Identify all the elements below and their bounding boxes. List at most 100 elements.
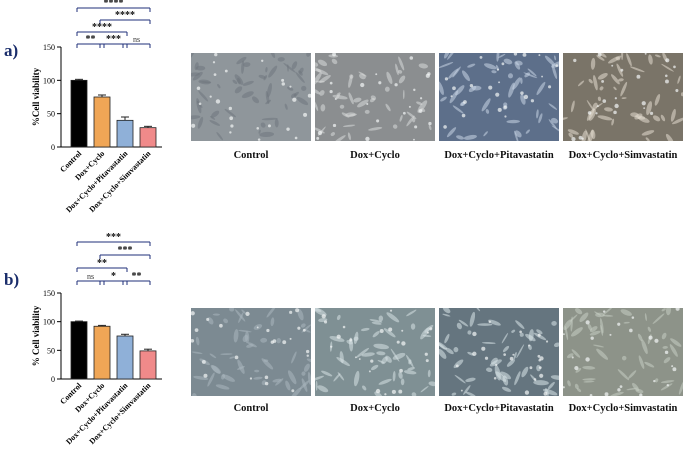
cell-highlight (306, 354, 309, 357)
cell-shape (265, 91, 270, 105)
cell-shape (621, 355, 627, 361)
cell-shape (353, 370, 360, 387)
cell-highlight (329, 81, 333, 85)
cell-highlight (617, 322, 621, 326)
cell-shape (197, 116, 204, 129)
cell-shape (317, 385, 329, 393)
cell-highlight (329, 89, 333, 94)
cell-shape (420, 385, 429, 393)
cell-shape (641, 339, 648, 355)
cell-shape (301, 85, 307, 91)
cell-shape (536, 329, 543, 335)
cell-shape (590, 57, 596, 70)
cell-shape (569, 314, 578, 322)
cell-highlight (398, 389, 403, 394)
cell-highlight (620, 68, 624, 72)
cell-shape (315, 100, 319, 111)
significance-label: * (111, 271, 116, 282)
y-tick-label: 100 (43, 76, 55, 85)
cell-highlight (429, 327, 433, 331)
cell-shape (677, 75, 681, 84)
cell-shape (454, 374, 466, 384)
cell-highlight (644, 53, 647, 55)
micrograph-texture (315, 308, 435, 396)
cell-shape (192, 71, 203, 81)
cell-shape (603, 308, 614, 315)
cell-highlight (418, 109, 423, 113)
cell-highlight (497, 107, 502, 112)
cell-highlight (513, 53, 518, 56)
cell-highlight (665, 58, 670, 63)
cell-shape (371, 321, 382, 325)
y-tick-label: 0 (51, 375, 55, 384)
cell-highlight (229, 131, 232, 134)
panel-letter-a: a) (4, 41, 19, 60)
cell-highlight (303, 112, 308, 117)
cell-highlight (538, 366, 542, 370)
cell-shape (645, 137, 650, 141)
cell-shape (520, 77, 523, 84)
cell-highlight (370, 359, 374, 363)
cell-shape (403, 370, 417, 375)
cell-highlight (228, 106, 233, 111)
cell-highlight (256, 127, 260, 130)
cell-shape (370, 364, 379, 371)
cell-shape (463, 134, 477, 140)
cell-shape (362, 385, 367, 391)
cell-shape (620, 81, 628, 97)
cell-highlight (629, 328, 633, 333)
cell-highlight (675, 308, 680, 311)
cell-shape (268, 65, 278, 78)
cell-highlight (425, 73, 430, 78)
cell-shape (229, 308, 235, 312)
cell-shape (525, 129, 530, 134)
cell-shape (503, 58, 513, 65)
cell-shape (241, 91, 254, 99)
cell-shape (551, 60, 559, 68)
cell-shape (582, 378, 596, 381)
cell-shape (491, 70, 497, 74)
cell-shape (597, 115, 613, 121)
cell-shape (217, 84, 221, 89)
cell-shape (626, 53, 632, 67)
cell-highlight (609, 333, 612, 336)
cell-shape (646, 101, 653, 116)
micrograph-background (563, 308, 683, 396)
cell-highlight (281, 78, 285, 82)
cell-highlight (664, 74, 668, 78)
cell-shape (236, 56, 247, 65)
micrograph-b-control (191, 308, 311, 396)
cell-shape (671, 117, 683, 125)
cell-shape (475, 308, 481, 312)
cell-shape (666, 308, 671, 316)
cell-highlight (332, 53, 336, 57)
cell-highlight (639, 393, 643, 396)
cell-shape (316, 68, 329, 76)
cell-shape (567, 353, 574, 359)
cell-shape (234, 86, 243, 94)
cell-shape (315, 375, 325, 382)
cell-highlight (307, 93, 311, 98)
cell-shape (428, 381, 435, 387)
micrograph-texture (563, 53, 683, 141)
cell-shape (427, 369, 431, 378)
cell-highlight (368, 370, 371, 373)
cell-shape (647, 326, 651, 332)
cell-highlight (563, 386, 565, 389)
cell-shape (283, 62, 296, 73)
cell-shape (550, 375, 559, 380)
cell-shape (444, 333, 450, 344)
cell-shape (548, 119, 557, 130)
significance-label: ns (133, 35, 140, 44)
cell-shape (515, 60, 523, 66)
cell-highlight (653, 379, 656, 383)
cell-highlight (334, 97, 337, 100)
cell-shape (229, 356, 235, 359)
cell-shape (567, 129, 579, 135)
cell-shape (596, 55, 605, 61)
cell-highlight (602, 99, 607, 103)
cell-shape (296, 96, 309, 106)
cell-highlight (666, 383, 670, 387)
micrograph-a-control (191, 53, 311, 141)
cell-highlight (597, 53, 602, 57)
